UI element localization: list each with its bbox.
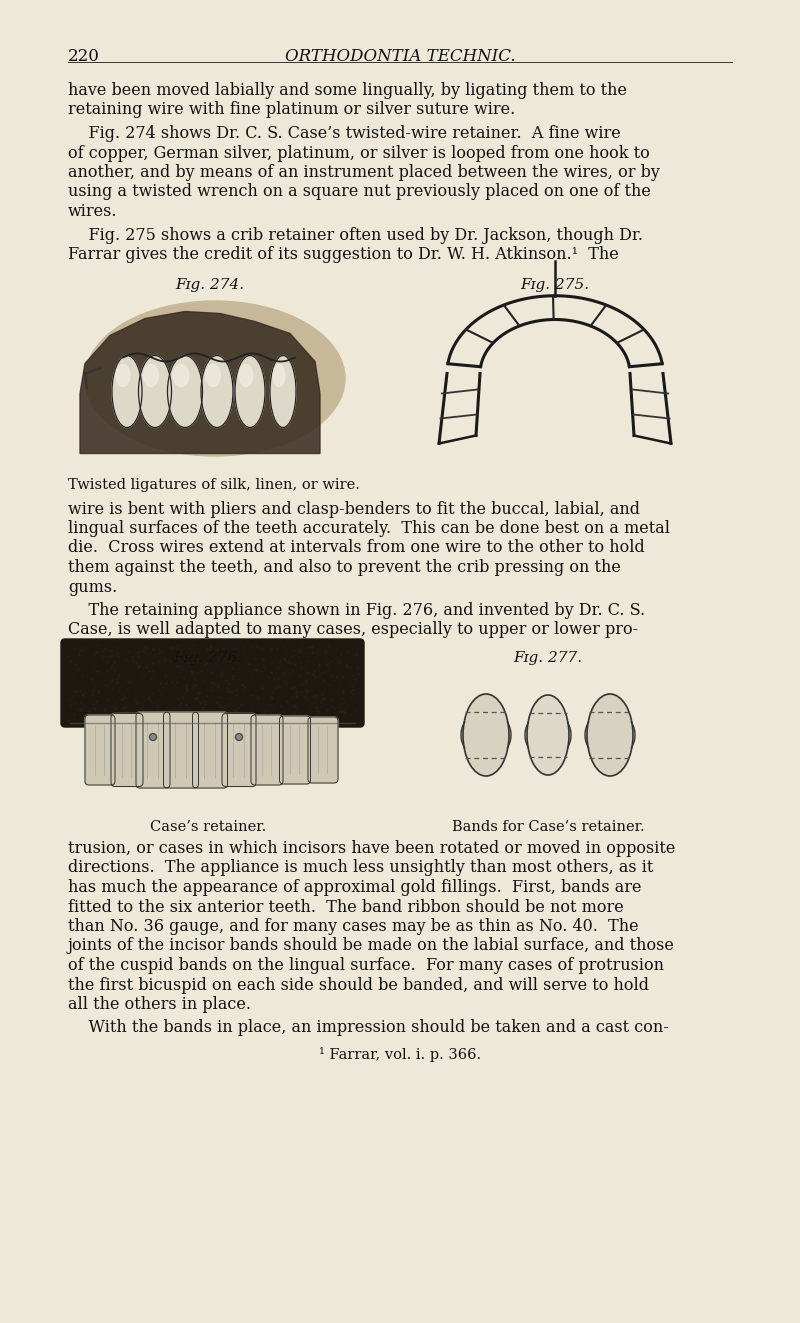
Ellipse shape bbox=[527, 695, 569, 775]
Text: fitted to the six anterior teeth.  The band ribbon should be not more: fitted to the six anterior teeth. The ba… bbox=[68, 898, 624, 916]
FancyBboxPatch shape bbox=[111, 713, 143, 786]
Text: Fɪg. 275.: Fɪg. 275. bbox=[521, 278, 590, 291]
Text: Twisted ligatures of silk, linen, or wire.: Twisted ligatures of silk, linen, or wir… bbox=[68, 479, 360, 492]
Text: has much the appearance of approximal gold fillings.  First, bands are: has much the appearance of approximal go… bbox=[68, 878, 642, 896]
FancyBboxPatch shape bbox=[136, 712, 170, 789]
FancyBboxPatch shape bbox=[85, 714, 115, 785]
Text: die.  Cross wires extend at intervals from one wire to the other to hold: die. Cross wires extend at intervals fro… bbox=[68, 540, 645, 557]
Circle shape bbox=[150, 733, 157, 741]
Text: have been moved labially and some lingually, by ligating them to the: have been moved labially and some lingua… bbox=[68, 82, 627, 99]
Text: With the bands in place, an impression should be taken and a cast con-: With the bands in place, an impression s… bbox=[68, 1020, 669, 1036]
Text: Case’s retainer.: Case’s retainer. bbox=[150, 820, 266, 833]
Text: than No. 36 gauge, and for many cases may be as thin as No. 40.  The: than No. 36 gauge, and for many cases ma… bbox=[68, 918, 638, 935]
Text: Fɪg. 274.: Fɪg. 274. bbox=[175, 278, 245, 291]
Text: trusion, or cases in which incisors have been rotated or moved in opposite: trusion, or cases in which incisors have… bbox=[68, 840, 675, 857]
Text: wire is bent with pliers and clasp-benders to fit the buccal, labial, and: wire is bent with pliers and clasp-bende… bbox=[68, 500, 640, 517]
Text: wires.: wires. bbox=[68, 202, 118, 220]
Text: all the others in place.: all the others in place. bbox=[68, 996, 251, 1013]
FancyBboxPatch shape bbox=[279, 716, 310, 785]
Ellipse shape bbox=[85, 302, 345, 456]
Ellipse shape bbox=[463, 695, 509, 777]
Text: Fig. 275 shows a crib retainer often used by Dr. Jackson, though Dr.: Fig. 275 shows a crib retainer often use… bbox=[68, 226, 643, 243]
Text: Farrar gives the credit of its suggestion to Dr. W. H. Atkinson.¹  The: Farrar gives the credit of its suggestio… bbox=[68, 246, 618, 263]
Text: another, and by means of an instrument placed between the wires, or by: another, and by means of an instrument p… bbox=[68, 164, 660, 181]
Ellipse shape bbox=[201, 356, 233, 427]
FancyBboxPatch shape bbox=[193, 712, 227, 789]
Polygon shape bbox=[80, 311, 320, 454]
Text: Fɪg. 277.: Fɪg. 277. bbox=[514, 651, 582, 665]
Ellipse shape bbox=[116, 365, 130, 386]
Ellipse shape bbox=[273, 365, 285, 386]
Text: of copper, German silver, platinum, or silver is looped from one hook to: of copper, German silver, platinum, or s… bbox=[68, 144, 650, 161]
Ellipse shape bbox=[173, 365, 189, 386]
Text: of the cuspid bands on the lingual surface.  For many cases of protrusion: of the cuspid bands on the lingual surfa… bbox=[68, 957, 664, 974]
Text: retaining wire with fine platinum or silver suture wire.: retaining wire with fine platinum or sil… bbox=[68, 102, 515, 119]
FancyBboxPatch shape bbox=[163, 712, 198, 789]
Text: ORTHODONTIA TECHNIC.: ORTHODONTIA TECHNIC. bbox=[285, 48, 515, 65]
FancyBboxPatch shape bbox=[251, 714, 283, 785]
FancyBboxPatch shape bbox=[61, 639, 364, 728]
Text: using a twisted wrench on a square nut previously placed on one of the: using a twisted wrench on a square nut p… bbox=[68, 184, 651, 201]
Text: Fig. 274 shows Dr. C. S. Case’s twisted-wire retainer.  A fine wire: Fig. 274 shows Dr. C. S. Case’s twisted-… bbox=[68, 124, 621, 142]
FancyBboxPatch shape bbox=[308, 717, 338, 783]
FancyBboxPatch shape bbox=[222, 713, 256, 786]
Ellipse shape bbox=[112, 356, 142, 427]
Ellipse shape bbox=[138, 356, 171, 427]
Text: The retaining appliance shown in Fig. 276, and invented by Dr. C. S.: The retaining appliance shown in Fig. 27… bbox=[68, 602, 645, 619]
Ellipse shape bbox=[167, 356, 202, 427]
Text: Case, is well adapted to many cases, especially to upper or lower pro-: Case, is well adapted to many cases, esp… bbox=[68, 622, 638, 639]
Text: joints of the incisor bands should be made on the labial surface, and those: joints of the incisor bands should be ma… bbox=[68, 938, 675, 954]
Text: gums.: gums. bbox=[68, 578, 118, 595]
Ellipse shape bbox=[143, 365, 158, 386]
Text: Fɪg. 276.: Fɪg. 276. bbox=[174, 651, 242, 665]
Ellipse shape bbox=[587, 695, 633, 777]
Text: 220: 220 bbox=[68, 48, 100, 65]
Text: them against the teeth, and also to prevent the crib pressing on the: them against the teeth, and also to prev… bbox=[68, 560, 621, 576]
Text: lingual surfaces of the teeth accurately.  This can be done best on a metal: lingual surfaces of the teeth accurately… bbox=[68, 520, 670, 537]
Ellipse shape bbox=[206, 365, 220, 386]
Circle shape bbox=[235, 733, 242, 741]
Ellipse shape bbox=[239, 365, 253, 386]
Text: ¹ Farrar, vol. i. p. 366.: ¹ Farrar, vol. i. p. 366. bbox=[319, 1046, 481, 1062]
Text: directions.  The appliance is much less unsightly than most others, as it: directions. The appliance is much less u… bbox=[68, 860, 654, 877]
Ellipse shape bbox=[270, 356, 296, 427]
Text: the first bicuspid on each side should be banded, and will serve to hold: the first bicuspid on each side should b… bbox=[68, 976, 649, 994]
Ellipse shape bbox=[235, 356, 265, 427]
Text: Bands for Case’s retainer.: Bands for Case’s retainer. bbox=[452, 820, 644, 833]
